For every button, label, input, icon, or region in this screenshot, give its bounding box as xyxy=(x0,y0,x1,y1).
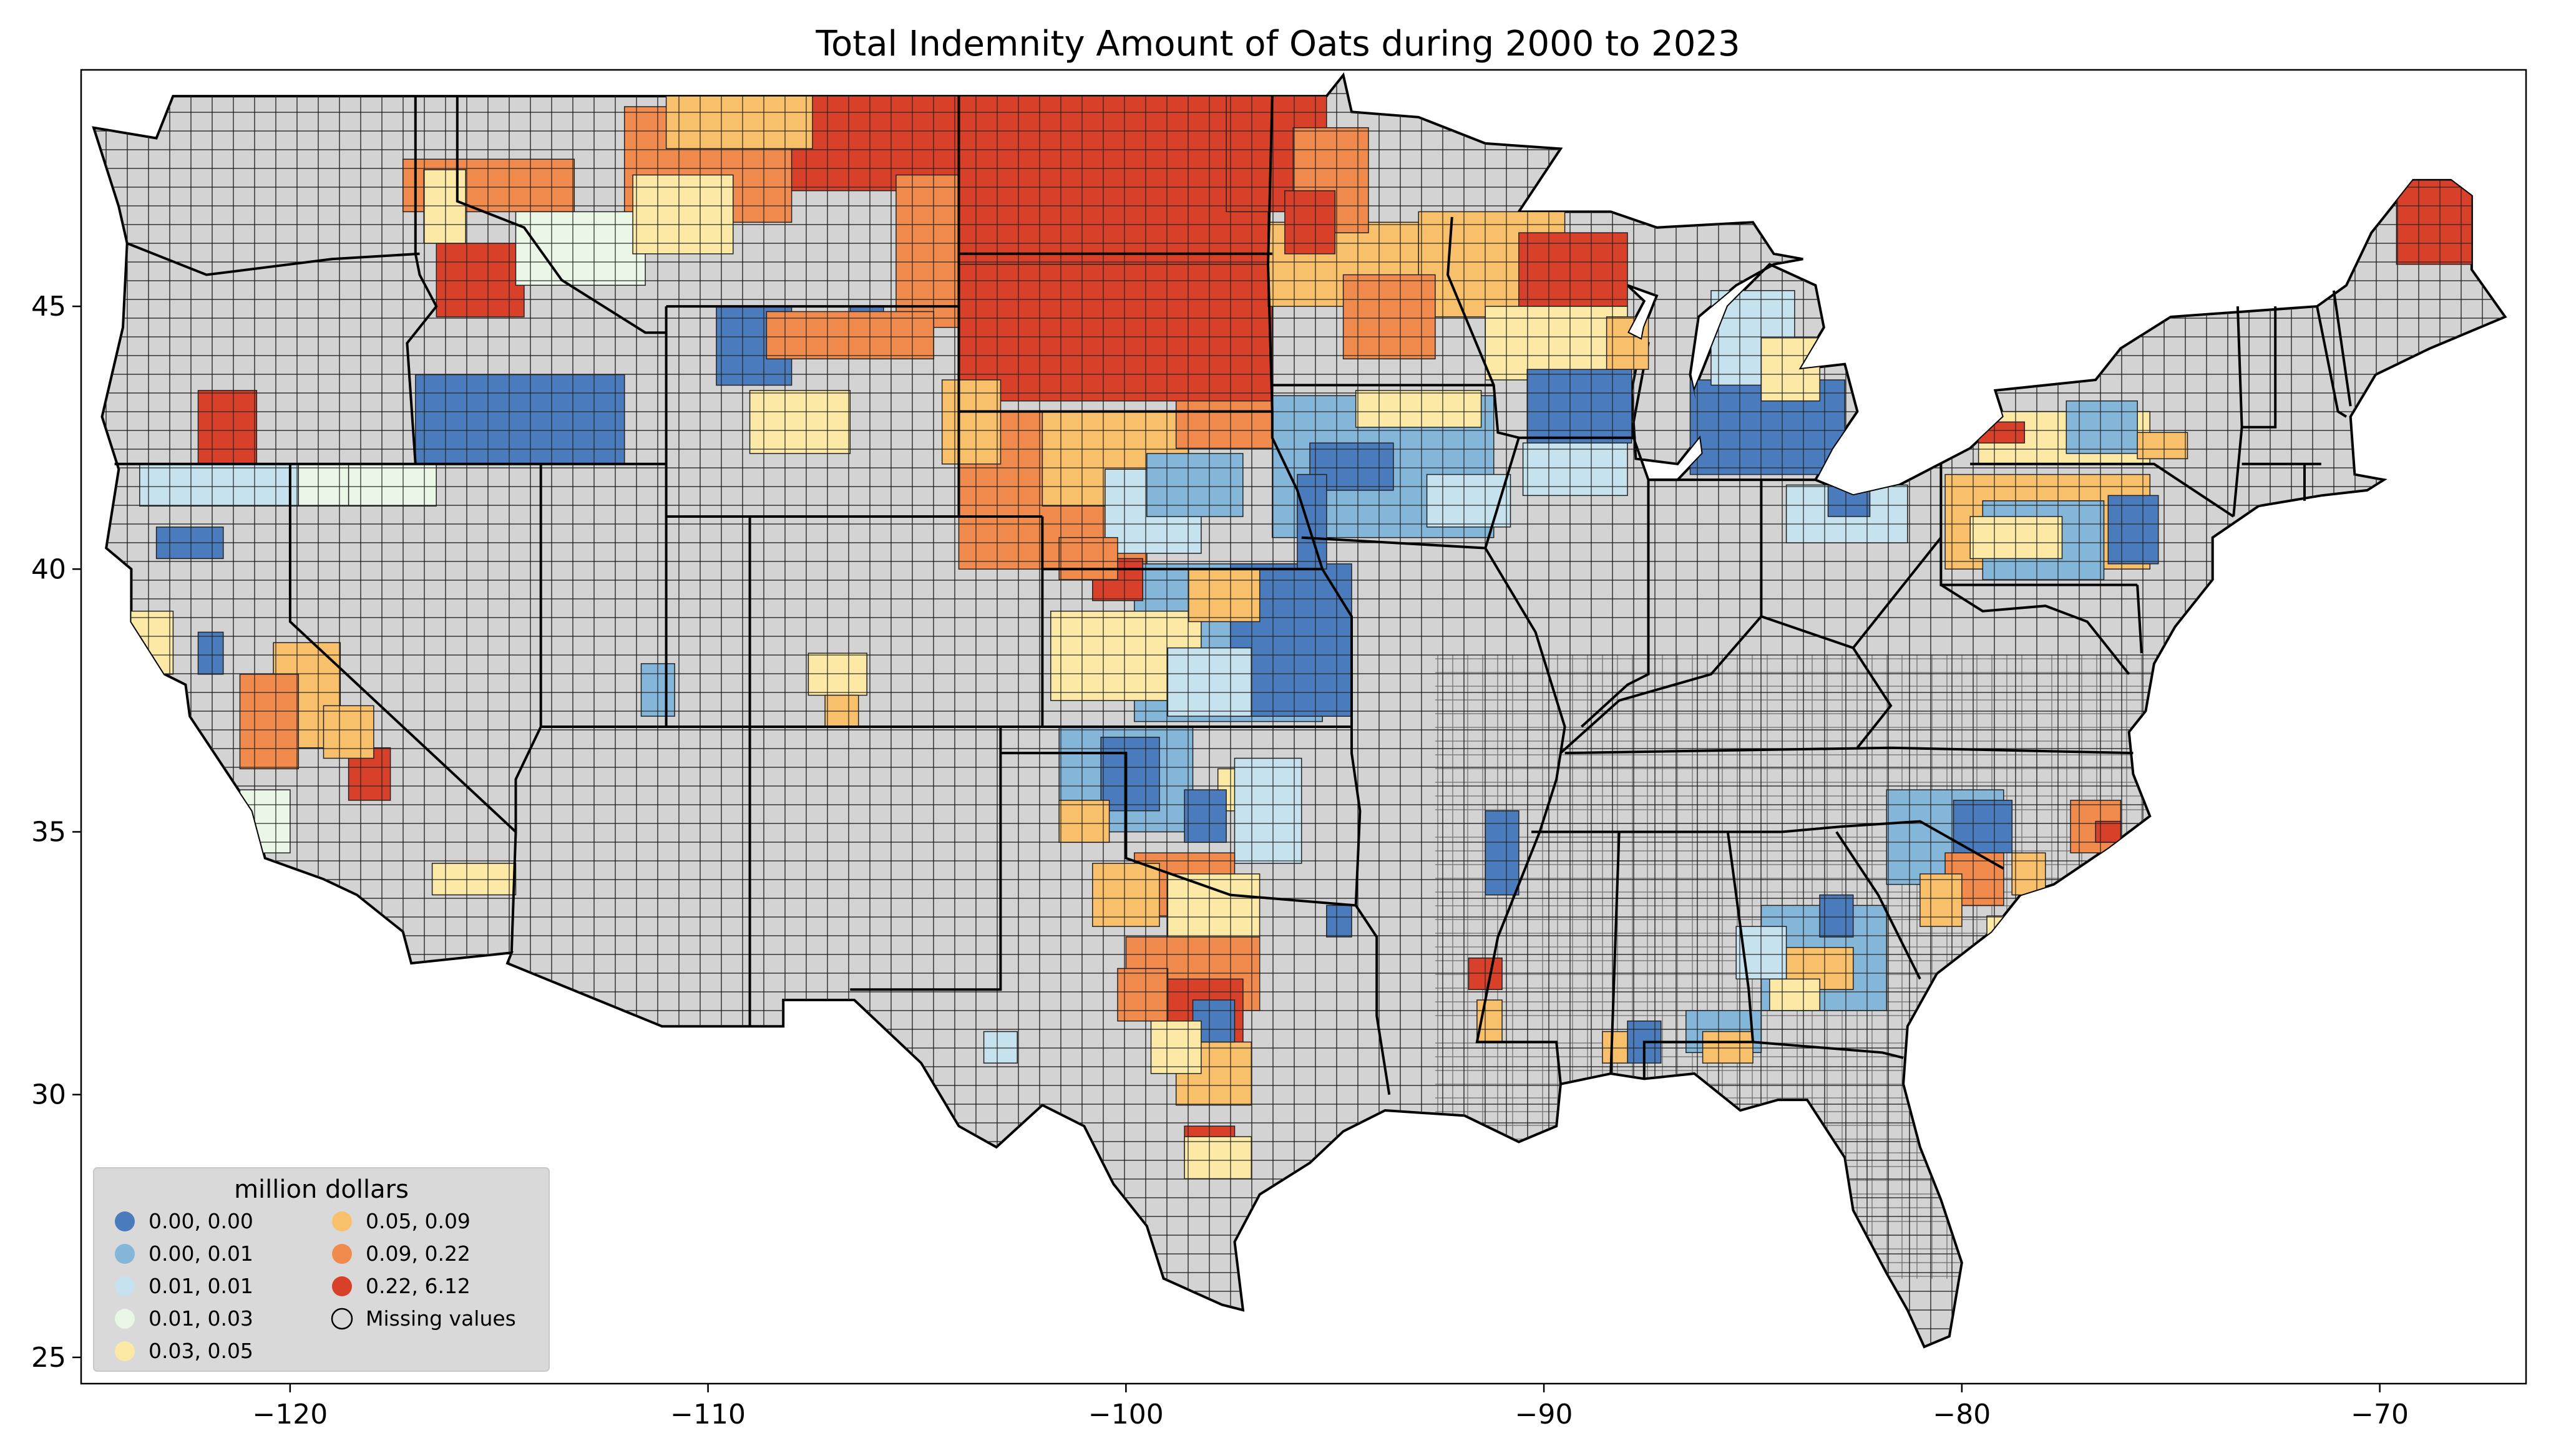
state-border xyxy=(288,463,517,953)
legend: million dollars 0.00, 0.00 0.00, 0.01 0.01… xyxy=(93,1167,550,1372)
y-axis: 45 40 35 30 25 xyxy=(31,291,81,1374)
state-border xyxy=(1609,832,1621,1074)
state-border xyxy=(1446,216,1566,1084)
state-border xyxy=(1559,614,1893,754)
legend-marker xyxy=(115,1211,135,1231)
legend-box xyxy=(93,1167,550,1372)
y-tick-label: 25 xyxy=(31,1342,66,1374)
legend-label: 0.00, 0.01 xyxy=(149,1241,253,1266)
state-border xyxy=(406,96,438,464)
state-border xyxy=(1564,746,2134,755)
x-tick-label: −80 xyxy=(1933,1399,1991,1430)
state-border xyxy=(1581,480,1650,728)
x-tick-label: −110 xyxy=(670,1399,746,1430)
legend-label: 0.09, 0.22 xyxy=(366,1241,471,1266)
legend-marker xyxy=(115,1309,135,1329)
legend-label: 0.03, 0.05 xyxy=(149,1339,253,1363)
state-border xyxy=(1852,536,1942,649)
state-border xyxy=(1531,820,2004,870)
legend-label: 0.01, 0.01 xyxy=(149,1274,253,1298)
state-border xyxy=(2241,306,2277,429)
legend-marker xyxy=(115,1341,135,1361)
state-border xyxy=(850,727,1002,991)
state-border xyxy=(2316,306,2348,418)
x-tick-label: −70 xyxy=(2351,1399,2409,1430)
state-border xyxy=(126,242,420,276)
x-tick-label: −90 xyxy=(1515,1399,1573,1430)
x-tick-label: −100 xyxy=(1088,1399,1164,1430)
y-tick-label: 40 xyxy=(31,553,66,585)
state-border xyxy=(1835,831,1921,980)
state-border xyxy=(1301,536,1486,550)
state-border xyxy=(1000,752,1356,907)
state-border xyxy=(2136,585,2143,654)
legend-title: million dollars xyxy=(234,1175,409,1204)
x-axis: −120 −110 −100 −90 −80 −70 xyxy=(252,1384,2409,1430)
state-border xyxy=(514,463,542,832)
map-title: Total Indemnity Amount of Oats during 20… xyxy=(816,24,1740,64)
y-tick-label: 30 xyxy=(31,1079,66,1111)
legend-marker xyxy=(332,1276,352,1296)
legend-marker xyxy=(332,1211,352,1231)
legend-items: 0.00, 0.00 0.00, 0.01 0.01, 0.01 0.01, 0.03… xyxy=(115,1209,516,1363)
state-border xyxy=(456,96,666,334)
legend-marker xyxy=(332,1244,352,1264)
state-border xyxy=(1267,96,1391,1095)
state-borders xyxy=(114,96,2352,1095)
legend-marker xyxy=(115,1276,135,1296)
y-tick-label: 45 xyxy=(31,291,66,323)
state-border xyxy=(2332,290,2352,407)
state-border xyxy=(1970,462,2235,518)
legend-label: 0.01, 0.03 xyxy=(149,1306,253,1331)
legend-label: 0.22, 6.12 xyxy=(366,1274,471,1298)
state-border xyxy=(1752,1041,1904,1059)
legend-marker xyxy=(115,1244,135,1264)
legend-label: 0.05, 0.09 xyxy=(366,1209,471,1233)
legend-label: 0.00, 0.00 xyxy=(149,1209,253,1233)
legend-label: Missing values xyxy=(366,1306,516,1331)
state-border xyxy=(1940,583,2130,676)
y-tick-label: 35 xyxy=(31,816,66,848)
legend-marker xyxy=(331,1308,353,1330)
x-tick-label: −120 xyxy=(252,1399,328,1430)
